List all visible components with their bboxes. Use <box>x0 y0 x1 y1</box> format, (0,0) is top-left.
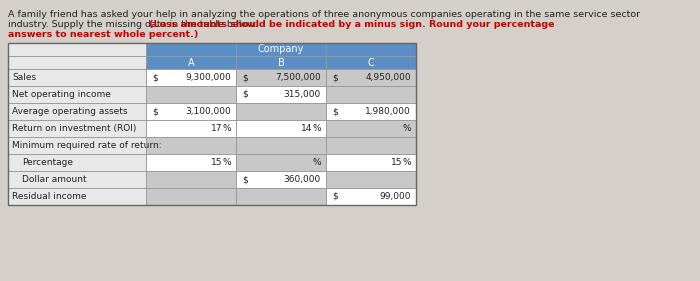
Text: Sales: Sales <box>12 73 36 82</box>
Bar <box>326 188 416 205</box>
Text: $: $ <box>152 73 158 82</box>
Bar <box>236 103 326 120</box>
Bar <box>236 171 326 188</box>
Text: Residual income: Residual income <box>12 192 87 201</box>
Text: 7,500,000: 7,500,000 <box>275 73 321 82</box>
Text: $: $ <box>242 90 248 99</box>
Bar <box>146 137 236 154</box>
Bar <box>326 137 416 154</box>
Text: industry. Supply the missing data in the table below:: industry. Supply the missing data in the… <box>8 20 260 29</box>
Bar <box>236 137 326 154</box>
Bar <box>8 154 146 171</box>
Bar <box>236 69 326 86</box>
Text: 99,000: 99,000 <box>379 192 411 201</box>
Text: 17: 17 <box>211 124 222 133</box>
Text: C: C <box>368 58 374 67</box>
Bar <box>8 137 146 154</box>
Text: 3,100,000: 3,100,000 <box>186 107 231 116</box>
Text: $: $ <box>242 175 248 184</box>
Bar <box>146 171 236 188</box>
Bar <box>8 69 146 86</box>
Bar <box>236 154 326 171</box>
Text: Return on investment (ROI): Return on investment (ROI) <box>12 124 136 133</box>
Text: (Loss amounts should be indicated by a minus sign. Round your percentage: (Loss amounts should be indicated by a m… <box>149 20 555 29</box>
Text: $: $ <box>242 73 248 82</box>
Bar <box>326 103 416 120</box>
Bar <box>8 43 146 56</box>
Text: B: B <box>278 58 284 67</box>
Bar <box>146 188 236 205</box>
Bar <box>8 120 146 137</box>
Bar <box>146 103 236 120</box>
Bar <box>8 188 146 205</box>
Text: 360,000: 360,000 <box>284 175 321 184</box>
Bar <box>146 154 236 171</box>
Bar <box>146 120 236 137</box>
Text: Minimum required rate of return:: Minimum required rate of return: <box>12 141 162 150</box>
Text: 15: 15 <box>391 158 402 167</box>
Text: $: $ <box>332 107 337 116</box>
Bar <box>236 86 326 103</box>
Bar <box>146 43 416 56</box>
Bar <box>326 86 416 103</box>
Text: Company: Company <box>258 44 304 55</box>
Bar <box>236 188 326 205</box>
Text: 14: 14 <box>300 124 312 133</box>
Bar <box>146 86 236 103</box>
Text: $: $ <box>332 192 337 201</box>
Text: %: % <box>402 158 411 167</box>
Bar <box>326 56 416 69</box>
Text: 1,980,000: 1,980,000 <box>365 107 411 116</box>
Bar <box>8 56 146 69</box>
Bar <box>326 69 416 86</box>
Bar <box>8 103 146 120</box>
Text: %: % <box>312 124 321 133</box>
Bar <box>236 56 326 69</box>
Text: 4,950,000: 4,950,000 <box>365 73 411 82</box>
Text: Percentage: Percentage <box>22 158 73 167</box>
Bar <box>326 154 416 171</box>
Text: A family friend has asked your help in analyzing the operations of three anonymo: A family friend has asked your help in a… <box>8 10 640 19</box>
Text: 9,300,000: 9,300,000 <box>186 73 231 82</box>
Text: %: % <box>223 158 231 167</box>
Text: Average operating assets: Average operating assets <box>12 107 127 116</box>
Bar <box>8 171 146 188</box>
Bar <box>8 86 146 103</box>
Bar <box>8 43 416 205</box>
Text: 15: 15 <box>211 158 222 167</box>
Text: %: % <box>223 124 231 133</box>
Text: %: % <box>312 158 321 167</box>
Text: Dollar amount: Dollar amount <box>22 175 87 184</box>
Bar <box>326 120 416 137</box>
Bar <box>146 56 236 69</box>
Text: 315,000: 315,000 <box>284 90 321 99</box>
Bar <box>236 120 326 137</box>
Text: %: % <box>402 124 411 133</box>
Bar <box>146 69 236 86</box>
Text: answers to nearest whole percent.): answers to nearest whole percent.) <box>8 30 198 39</box>
Text: $: $ <box>152 107 158 116</box>
Text: Net operating income: Net operating income <box>12 90 111 99</box>
Text: A: A <box>188 58 195 67</box>
Bar <box>326 171 416 188</box>
Text: $: $ <box>332 73 337 82</box>
